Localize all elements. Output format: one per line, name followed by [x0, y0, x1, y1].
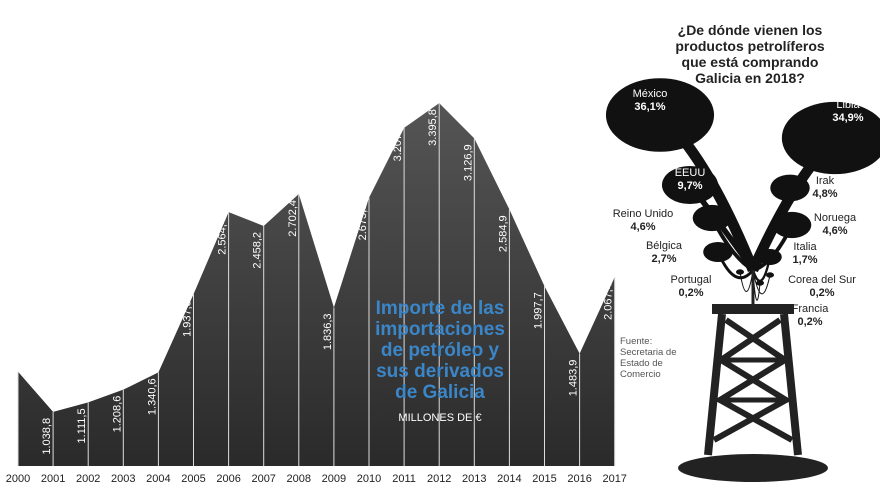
value-label: 1.483,9	[568, 360, 580, 397]
x-tick-label: 2008	[287, 473, 311, 485]
splash-blob	[735, 269, 745, 275]
x-tick-label: 2006	[216, 473, 240, 485]
value-label: 1.345,9	[6, 378, 18, 415]
country-label: Noruega	[814, 212, 857, 224]
x-tick-label: 2009	[322, 473, 346, 485]
x-tick-label: 2016	[567, 473, 591, 485]
x-tick-label: 2012	[427, 473, 451, 485]
x-tick-label: 2007	[251, 473, 275, 485]
area-chart: 1.345,9 2000 1.038,8 2001 1.111,5 2002 1.208,6…	[6, 103, 627, 485]
x-tick-label: 2010	[357, 473, 381, 485]
x-tick-label: 2000	[6, 473, 30, 485]
value-label: 1.111,5	[76, 408, 88, 443]
value-label: 2.564,4	[217, 218, 229, 255]
x-tick-label: 2001	[41, 473, 65, 485]
splash-blob	[692, 204, 732, 232]
share-label: 9,7%	[677, 180, 702, 192]
share-label: 0,2%	[809, 287, 834, 299]
value-label: 1.038,8	[41, 418, 53, 455]
x-tick-label: 2014	[497, 473, 521, 485]
value-label: 3.126,9	[462, 144, 474, 181]
country-label: Portugal	[671, 274, 712, 286]
value-label: 1.937,3	[182, 300, 194, 337]
source: Fuente: Secretaria de Estado de Comercio	[620, 336, 677, 380]
value-label: 2.067,4	[603, 283, 615, 320]
share-label: 34,9%	[832, 112, 863, 124]
x-tick-label: 2004	[146, 473, 170, 485]
oil-derrick	[678, 270, 828, 482]
area	[18, 103, 615, 466]
value-label: 1.836,3	[322, 313, 334, 350]
value-label: 2.584,9	[497, 215, 509, 252]
splash-blob	[772, 211, 812, 239]
splash-blob	[605, 78, 715, 152]
country-label: México	[633, 88, 668, 100]
share-label: 0,2%	[678, 287, 703, 299]
splash-blob	[703, 241, 733, 263]
country-label: Reino Unido	[613, 208, 674, 220]
country-label: Irak	[816, 175, 835, 187]
country-label: Bélgica	[646, 240, 683, 252]
splash-blob	[770, 174, 810, 202]
value-label: 3.207	[392, 134, 404, 162]
splash-blob	[758, 249, 782, 265]
area-title: Importe de las importaciones de petróleo…	[375, 298, 505, 403]
x-tick-label: 2003	[111, 473, 135, 485]
x-tick-label: 2011	[392, 473, 416, 485]
splash-blob	[755, 280, 765, 286]
share-label: 4,6%	[822, 225, 847, 237]
share-label: 0,2%	[797, 316, 822, 328]
share-label: 36,1%	[634, 101, 665, 113]
value-label: 2.702,4	[287, 200, 299, 237]
value-label: 1.997,7	[533, 292, 545, 329]
x-tick-label: 2013	[462, 473, 486, 485]
country-label: Italia	[793, 241, 817, 253]
area-subtitle: MILLONES DE €	[398, 412, 482, 424]
x-tick-label: 2005	[181, 473, 205, 485]
share-label: 4,6%	[630, 221, 655, 233]
x-tick-label: 2002	[76, 473, 100, 485]
country-label: Libia	[836, 99, 860, 111]
value-label: 2.458,2	[252, 232, 264, 269]
splash-title: ¿De dónde vienen los productos petrolífe…	[675, 22, 825, 86]
country-label: EEUU	[675, 167, 706, 179]
splash-blob	[765, 272, 775, 278]
value-label: 1.208,6	[111, 396, 123, 433]
country-label: Corea del Sur	[788, 274, 856, 286]
value-label: 2.673,9	[357, 204, 369, 241]
country-label: Francia	[792, 303, 830, 315]
x-tick-label: 2015	[532, 473, 556, 485]
splash-blob	[781, 101, 880, 175]
share-label: 1,7%	[792, 254, 817, 266]
value-label: 3.395,8	[427, 109, 439, 146]
value-label: 1.340,6	[146, 378, 158, 415]
x-tick-label: 2017	[602, 473, 626, 485]
share-label: 4,8%	[812, 188, 837, 200]
splash-blob	[661, 165, 719, 205]
share-label: 2,7%	[651, 253, 676, 265]
